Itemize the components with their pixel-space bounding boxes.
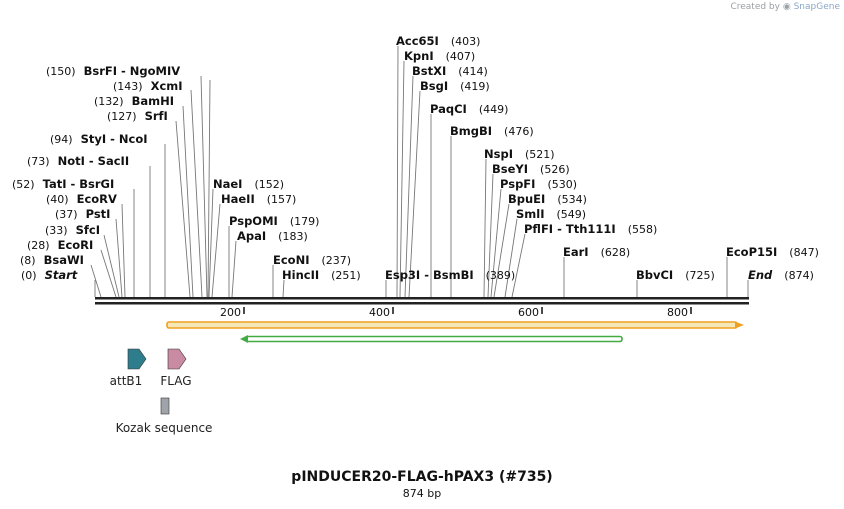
- site-stem-haeii: [211, 203, 221, 298]
- site-label-bamhi[interactable]: (132) BamHI: [94, 94, 174, 108]
- orf-inner-arrow[interactable]: [240, 335, 623, 343]
- site-label-ecori[interactable]: (28) EcoRI: [27, 238, 93, 252]
- site-label-sfci[interactable]: (33) SfcI: [45, 223, 100, 237]
- feature-label: FLAG: [160, 374, 191, 388]
- site-label-nspi[interactable]: NspI (521): [484, 147, 555, 161]
- site-label-bsrfi-ngomiv[interactable]: (150) BsrFI - NgoMIV: [46, 64, 180, 78]
- site-label-noti-sacii[interactable]: (73) NotI - SacII: [27, 154, 129, 168]
- site-label-pspomi[interactable]: PspOMI (179): [229, 214, 319, 228]
- site-label-bpuei[interactable]: BpuEI (534): [508, 192, 587, 206]
- site-stem-naei: [208, 188, 214, 298]
- backbone-bottom: [95, 302, 749, 305]
- site-label-apai[interactable]: ApaI (183): [237, 229, 308, 243]
- site-stem-bseyi: [487, 173, 494, 298]
- site-label-bbvci[interactable]: BbvCI (725): [636, 268, 715, 282]
- site-label-esp3i-bsmbi[interactable]: Esp3I - BsmBI (389): [385, 268, 515, 282]
- backbone-top: [95, 297, 749, 300]
- site-stem-bsawi: [90, 264, 102, 298]
- site-label-tati-bsrgi[interactable]: (52) TatI - BsrGI: [12, 177, 114, 191]
- feature-kozak[interactable]: Kozak sequence: [116, 397, 213, 435]
- orf-outer-body[interactable]: [166, 321, 738, 329]
- site-label-eari[interactable]: EarI (628): [563, 245, 630, 259]
- attb1-arrow-icon[interactable]: [127, 348, 147, 370]
- orf-outer-head[interactable]: [735, 321, 744, 329]
- site-label-start[interactable]: (0) Start: [21, 268, 78, 282]
- site-stem-srfi: [175, 120, 191, 298]
- plasmid-title: pINDUCER20-FLAG-hPAX3 (#735): [291, 469, 553, 485]
- site-label-hincii[interactable]: HincII (251): [282, 268, 361, 282]
- kozak-box-icon[interactable]: [160, 397, 170, 415]
- site-label-ecop15i[interactable]: EcoP15I (847): [726, 245, 819, 259]
- orf-outer-arrow[interactable]: [166, 321, 744, 329]
- site-label-kpni[interactable]: KpnI (407): [404, 49, 475, 63]
- feature-label: attB1: [110, 374, 143, 388]
- site-stem-xcmi: [190, 89, 203, 298]
- plasmid-length: 874 bp: [402, 487, 442, 500]
- site-label-ecorv[interactable]: (40) EcoRV: [46, 192, 117, 206]
- site-label-psti[interactable]: (37) PstI: [55, 207, 110, 221]
- site-label-haeii[interactable]: HaeII (157): [221, 192, 296, 206]
- orf-inner-body[interactable]: [245, 335, 623, 343]
- watermark-brand: SnapGene: [793, 2, 840, 12]
- site-stem-pspfi: [490, 188, 502, 298]
- site-label-bsawi[interactable]: (8) BsaWI: [20, 253, 84, 267]
- site-label-styi-ncoi[interactable]: (94) StyI - NcoI: [50, 132, 148, 146]
- site-label-bstxi[interactable]: BstXI (414): [412, 64, 488, 78]
- ruler-label: 200: [220, 306, 241, 319]
- site-label-smli[interactable]: SmlI (549): [516, 207, 586, 221]
- site-label-bseyi[interactable]: BseYI (526): [492, 162, 570, 176]
- site-stem-ngomiv: [207, 79, 211, 298]
- site-label-bsgi[interactable]: BsgI (419): [420, 79, 490, 93]
- snapgene-watermark: Created by ◉ SnapGene: [730, 2, 840, 12]
- site-stem-bamhi: [182, 105, 194, 298]
- site-stem-smli: [504, 218, 518, 298]
- site-stem-bpuei: [493, 203, 510, 298]
- ruler-label: 600: [518, 306, 539, 319]
- site-stem-pflfi: [511, 233, 526, 298]
- site-label-econi[interactable]: EcoNI (237): [273, 253, 351, 267]
- orf-inner-head[interactable]: [240, 335, 248, 343]
- feature-flag[interactable]: FLAG: [160, 348, 192, 388]
- snapgene-logo-icon: ◉: [782, 2, 791, 12]
- site-label-srfi[interactable]: (127) SrfI: [107, 109, 168, 123]
- ruler-label: 800: [667, 306, 688, 319]
- site-label-end[interactable]: End (874): [748, 268, 814, 282]
- site-label-bmgbi[interactable]: BmgBI (476): [450, 124, 534, 138]
- feature-label: Kozak sequence: [116, 421, 213, 435]
- site-stem-psti: [115, 218, 123, 298]
- site-stem-bstxi: [404, 75, 414, 298]
- site-label-pspfi[interactable]: PspFI (530): [500, 177, 577, 191]
- site-stem-ecorv: [121, 203, 126, 298]
- site-label-pflfi-tth111i[interactable]: PflFI - Tth111I (558): [524, 222, 657, 236]
- site-stem-acc65i: [396, 45, 399, 298]
- ruler-label: 400: [369, 306, 390, 319]
- site-stem-bsgi: [408, 90, 421, 298]
- site-label-paqci[interactable]: PaqCI (449): [430, 102, 508, 116]
- site-stem-bsrfi: [200, 75, 208, 298]
- site-stem-hincii: [282, 279, 285, 298]
- site-labels: (0) Start (8) BsaWI (28) EcoRI (33) SfcI (37…: [12, 34, 819, 282]
- flag-arrow-icon[interactable]: [167, 348, 187, 370]
- watermark-prefix: Created by: [730, 2, 780, 12]
- site-stem-kpni: [399, 60, 405, 298]
- site-label-naei[interactable]: NaeI (152): [213, 177, 284, 191]
- site-stem-ecori: [100, 249, 117, 298]
- site-label-xcmi[interactable]: (143) XcmI: [113, 79, 183, 93]
- feature-attb1[interactable]: attB1: [110, 348, 147, 388]
- site-stem-sfci: [103, 234, 120, 298]
- site-stem-nspi: [483, 158, 487, 298]
- site-stems: [90, 45, 749, 298]
- site-label-acc65i[interactable]: Acc65I (403): [396, 34, 480, 48]
- site-stem-apai: [231, 240, 237, 298]
